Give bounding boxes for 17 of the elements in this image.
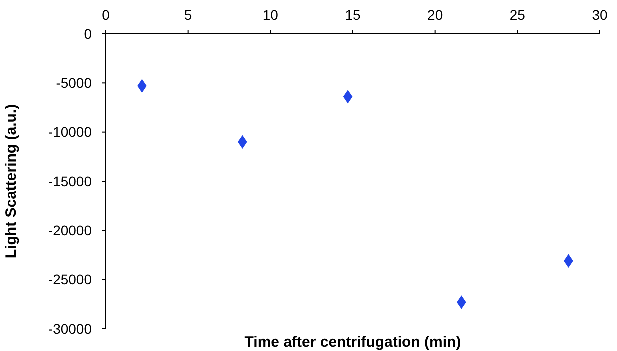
x-tick-label: 0 (102, 7, 110, 23)
point (343, 90, 353, 104)
y-tick-label: -25000 (48, 272, 92, 288)
y-tick-label: -5000 (56, 75, 92, 92)
x-tick-label: 10 (262, 7, 279, 23)
y-tick-label: -15000 (48, 173, 92, 190)
y-tick-label: 0 (84, 26, 92, 42)
x-tick-label: 25 (510, 7, 526, 23)
x-tick-label: 30 (592, 7, 608, 23)
y-tick-label: -20000 (48, 222, 92, 239)
x-axis-title: Time after centrifugation (min) (244, 334, 462, 351)
y-tick-label: -30000 (48, 320, 92, 337)
x-tick-label: 5 (184, 7, 192, 23)
y-tick-label: -10000 (48, 124, 92, 140)
y-axis-title: Light Scattering (a.u.) (3, 104, 20, 259)
x-tick-label: 15 (345, 7, 361, 23)
x-tick-label: 20 (428, 7, 444, 23)
